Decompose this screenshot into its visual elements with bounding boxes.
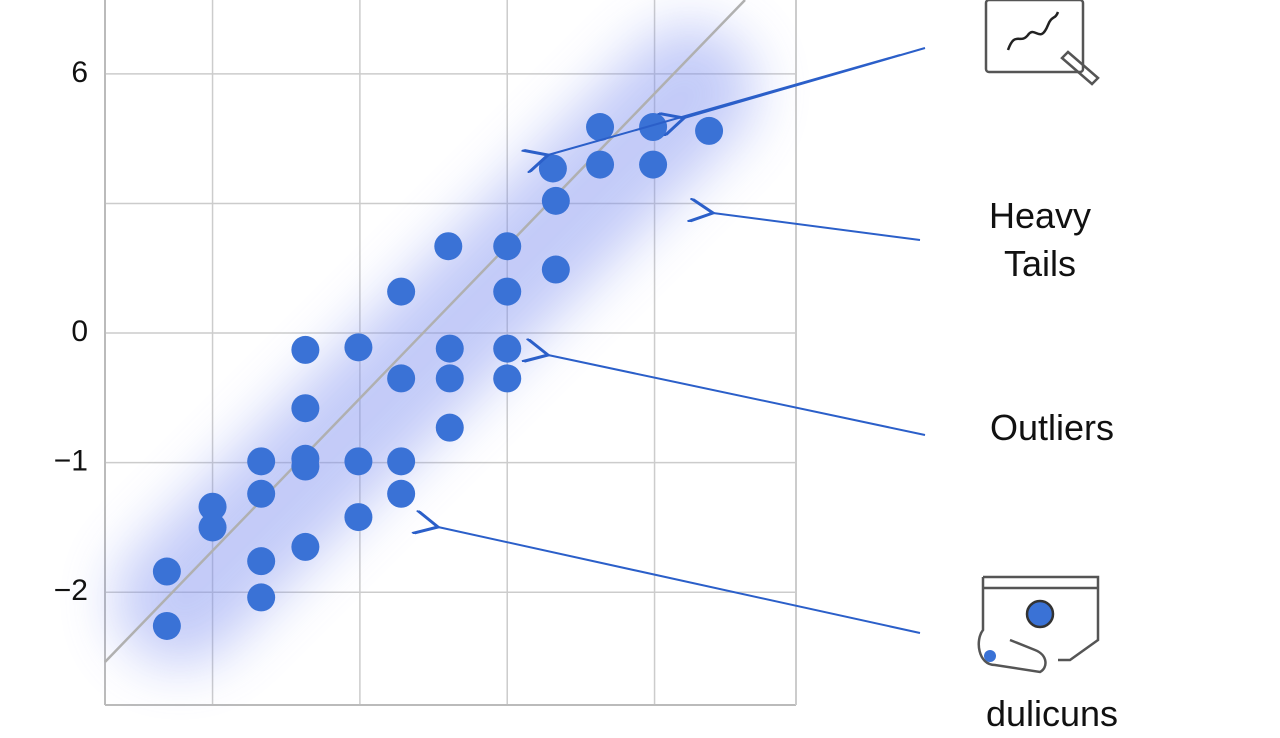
annotation: Outliers (989, 407, 1115, 448)
point (493, 277, 522, 306)
point (198, 492, 227, 521)
icon-dot (984, 650, 996, 662)
point (434, 232, 463, 261)
arrow (713, 213, 921, 241)
annotation: Heavy Tails (988, 195, 1092, 284)
point (344, 503, 373, 532)
point (435, 364, 464, 393)
point (586, 150, 615, 179)
point (387, 447, 416, 476)
y-tick-label: −1 (54, 445, 88, 478)
point (387, 277, 416, 306)
point (247, 583, 276, 612)
point (387, 364, 416, 393)
point (493, 334, 522, 363)
point (291, 335, 320, 364)
chart: 6 0 −1 −2 (54, 0, 1100, 706)
point (493, 364, 522, 393)
icon-hand (977, 575, 1100, 674)
point (198, 513, 227, 542)
point (639, 150, 668, 179)
point (344, 333, 373, 362)
points (152, 113, 724, 640)
icon-curve (1006, 11, 1060, 51)
point (152, 611, 181, 640)
reference-line (104, 0, 746, 663)
point (695, 116, 724, 145)
icon-frame (984, 0, 1085, 74)
page: {"chart_data": {"type": "scatter", "colo… (53, 0, 1119, 734)
point (152, 557, 181, 586)
point (291, 394, 320, 423)
arrow (548, 54, 901, 155)
annotation: dulicuns (985, 693, 1119, 734)
point (541, 186, 570, 215)
point (586, 113, 615, 142)
icon-pencil (1060, 50, 1100, 86)
arrow (438, 527, 921, 634)
point (291, 452, 320, 481)
icon-palm (977, 577, 1047, 674)
point (247, 447, 276, 476)
point (538, 154, 567, 183)
point (387, 479, 416, 508)
icon-chart (984, 0, 1100, 86)
y-tick-label: 6 (71, 56, 88, 89)
point (541, 255, 570, 284)
icon-box (983, 575, 1100, 662)
arrow (548, 355, 926, 436)
point (247, 547, 276, 576)
y-tick-label: 0 (71, 315, 88, 348)
point (435, 413, 464, 442)
point (247, 479, 276, 508)
point (291, 532, 320, 561)
point (344, 447, 373, 476)
point (435, 334, 464, 363)
point (493, 232, 522, 261)
arrows (438, 47, 926, 634)
y-tick-label: −2 (54, 574, 88, 607)
icon-dot (1025, 599, 1055, 629)
